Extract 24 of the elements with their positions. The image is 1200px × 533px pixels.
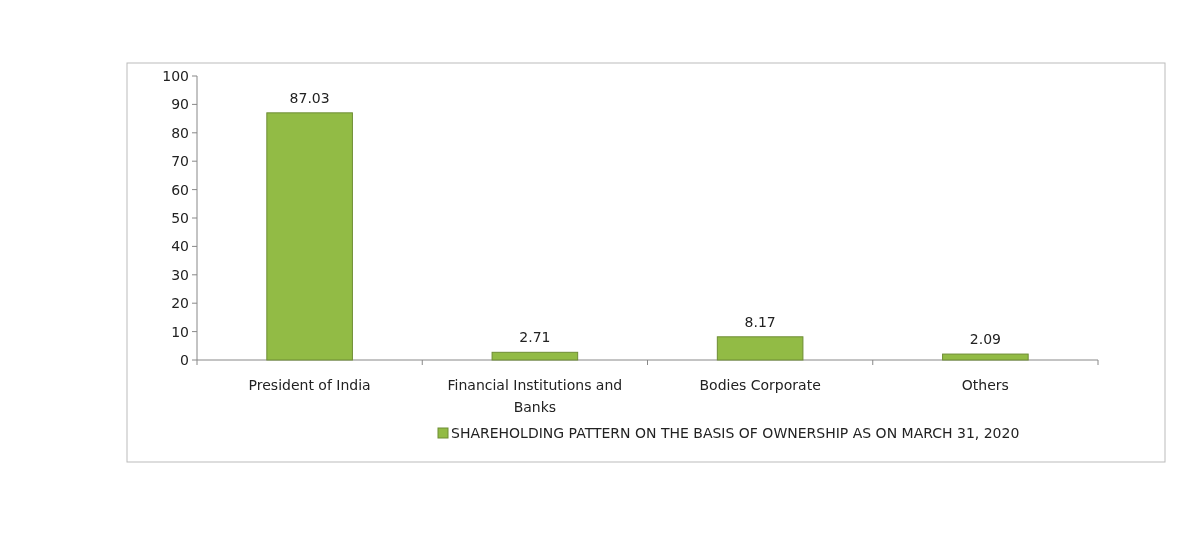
- data-label: 2.09: [969, 331, 1001, 348]
- y-tick-label: 90: [171, 96, 189, 113]
- x-tick-label: Bodies Corporate: [699, 377, 821, 393]
- y-tick-label: 100: [162, 67, 189, 84]
- data-label: 2.71: [519, 329, 551, 346]
- y-tick-label: 80: [171, 124, 189, 141]
- y-tick-label: 60: [171, 181, 189, 198]
- bar: [942, 353, 1029, 361]
- x-tick-label: Others: [961, 377, 1009, 393]
- bar: [266, 112, 353, 361]
- legend-label: SHAREHOLDING PATTERN ON THE BASIS OF OWNERSHIP AS ON MARCH 31, 2020: [451, 424, 1020, 441]
- x-tick-label: Financial Institutions and Banks: [447, 377, 623, 415]
- bar: [716, 336, 804, 361]
- y-tick-label: 10: [171, 323, 189, 340]
- x-tick-label: President of India: [248, 377, 371, 393]
- data-label: 87.03: [289, 89, 330, 106]
- y-tick-label: 70: [171, 153, 189, 170]
- y-tick-label: 40: [171, 238, 189, 255]
- y-tick-label: 50: [171, 209, 189, 226]
- y-tick-label: 30: [171, 266, 189, 283]
- bar: [491, 351, 579, 361]
- y-tick-label: 0: [180, 351, 189, 368]
- data-label: 8.17: [744, 313, 776, 330]
- y-tick-label: 20: [171, 295, 189, 312]
